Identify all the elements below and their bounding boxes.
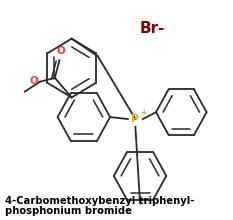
Text: 4-Carbomethoxybenzyl triphenyl-: 4-Carbomethoxybenzyl triphenyl-	[5, 196, 195, 205]
Text: phosphonium bromide: phosphonium bromide	[5, 206, 132, 216]
Text: O: O	[29, 76, 38, 86]
Text: Br-: Br-	[140, 21, 166, 36]
Text: O: O	[56, 46, 65, 56]
Text: P: P	[131, 114, 139, 124]
Text: +: +	[140, 108, 146, 117]
